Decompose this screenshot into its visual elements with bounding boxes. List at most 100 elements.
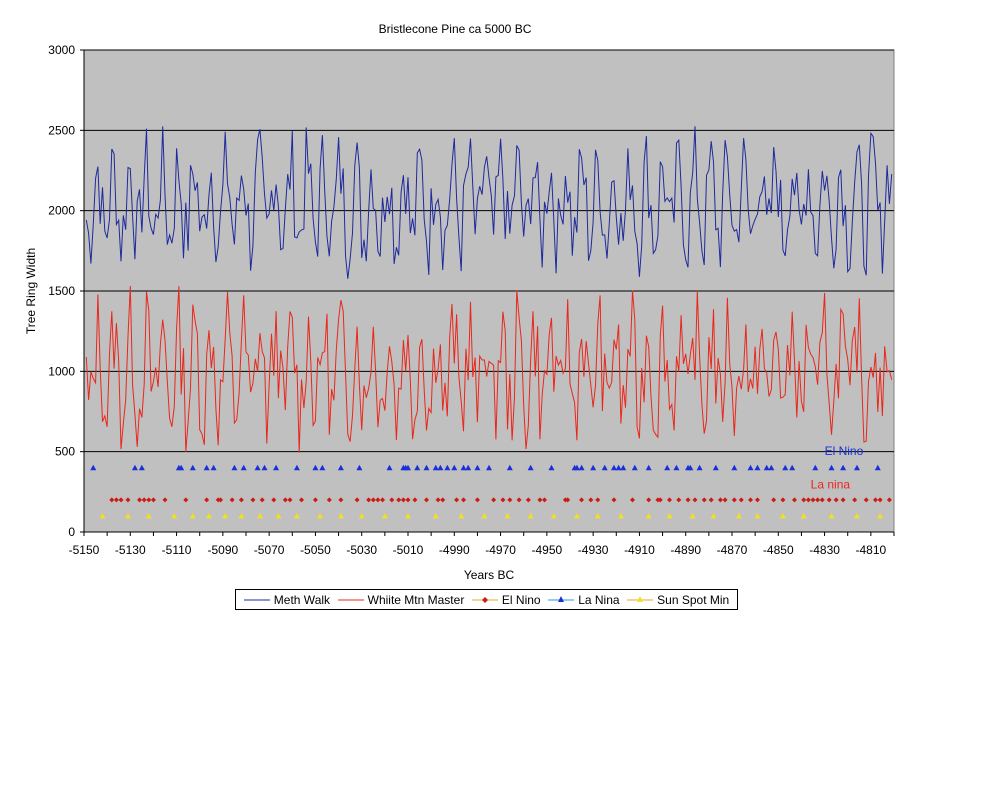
marker-sun-spot-min bbox=[238, 512, 245, 519]
marker-la-nina bbox=[131, 464, 138, 471]
marker-la-nina bbox=[210, 464, 217, 471]
marker-sun-spot-min bbox=[293, 512, 300, 519]
marker-la-nina bbox=[254, 464, 261, 471]
marker-el-nino bbox=[109, 497, 115, 503]
marker-el-nino bbox=[657, 497, 663, 503]
marker-el-nino bbox=[833, 497, 839, 503]
marker-el-nino bbox=[400, 497, 406, 503]
marker-la-nina bbox=[437, 464, 444, 471]
marker-el-nino bbox=[819, 497, 825, 503]
legend-item: Whiite Mtn Master bbox=[337, 592, 465, 607]
marker-la-nina bbox=[812, 464, 819, 471]
marker-el-nino bbox=[805, 497, 811, 503]
x-tick-label: -4990 bbox=[439, 543, 470, 557]
marker-sun-spot-min bbox=[735, 512, 742, 519]
legend-label: Whiite Mtn Master bbox=[367, 592, 465, 607]
marker-sun-spot-min bbox=[594, 512, 601, 519]
marker-el-nino bbox=[579, 497, 585, 503]
marker-la-nina bbox=[578, 464, 585, 471]
legend-label: Sun Spot Min bbox=[657, 592, 730, 607]
marker-la-nina bbox=[203, 464, 210, 471]
marker-sun-spot-min bbox=[432, 512, 439, 519]
marker-sun-spot-min bbox=[828, 512, 835, 519]
marker-el-nino bbox=[685, 497, 691, 503]
marker-sun-spot-min bbox=[317, 512, 324, 519]
marker-sun-spot-min bbox=[617, 512, 624, 519]
x-tick-label: -5070 bbox=[254, 543, 285, 557]
marker-sun-spot-min bbox=[853, 512, 860, 519]
marker-el-nino bbox=[701, 497, 707, 503]
marker-la-nina bbox=[590, 464, 597, 471]
annotation-label: El Nino bbox=[825, 444, 864, 458]
legend-swatch bbox=[548, 595, 575, 602]
marker-la-nina bbox=[261, 464, 268, 471]
marker-sun-spot-min bbox=[189, 512, 196, 519]
marker-el-nino bbox=[229, 497, 235, 503]
marker-el-nino bbox=[872, 497, 878, 503]
marker-la-nina bbox=[789, 464, 796, 471]
marker-el-nino bbox=[389, 497, 395, 503]
x-tick-label: -4850 bbox=[763, 543, 794, 557]
marker-sun-spot-min bbox=[689, 512, 696, 519]
marker-la-nina bbox=[840, 464, 847, 471]
marker-sun-spot-min bbox=[145, 512, 152, 519]
marker-el-nino bbox=[137, 497, 143, 503]
marker-el-nino bbox=[238, 497, 244, 503]
marker-la-nina bbox=[610, 464, 617, 471]
marker-el-nino bbox=[162, 497, 168, 503]
series-line-whiite-mtn-master bbox=[85, 285, 893, 453]
marker-el-nino bbox=[259, 497, 265, 503]
marker-el-nino bbox=[338, 497, 344, 503]
marker-el-nino bbox=[440, 497, 446, 503]
marker-sun-spot-min bbox=[124, 512, 131, 519]
marker-el-nino bbox=[312, 497, 318, 503]
marker-sun-spot-min bbox=[275, 512, 282, 519]
marker-el-nino bbox=[500, 497, 506, 503]
marker-sun-spot-min bbox=[527, 512, 534, 519]
marker-la-nina bbox=[853, 464, 860, 471]
marker-la-nina bbox=[312, 464, 319, 471]
x-tick-label: -5150 bbox=[69, 543, 100, 557]
marker-la-nina bbox=[573, 464, 580, 471]
marker-la-nina bbox=[189, 464, 196, 471]
marker-el-nino bbox=[380, 497, 386, 503]
legend-label: Meth Walk bbox=[273, 592, 331, 607]
marker-el-nino bbox=[118, 497, 124, 503]
marker-sun-spot-min bbox=[481, 512, 488, 519]
legend-swatch bbox=[337, 599, 364, 600]
x-axis-label: Years BC bbox=[464, 568, 515, 582]
marker-el-nino bbox=[491, 497, 497, 503]
marker-sun-spot-min bbox=[358, 512, 365, 519]
marker-el-nino bbox=[810, 497, 816, 503]
x-tick-label: -5110 bbox=[162, 543, 192, 557]
marker-el-nino bbox=[396, 497, 402, 503]
marker-el-nino bbox=[250, 497, 256, 503]
marker-la-nina bbox=[293, 464, 300, 471]
marker-el-nino bbox=[748, 497, 754, 503]
marker-el-nino bbox=[731, 497, 737, 503]
marker-el-nino bbox=[791, 497, 797, 503]
marker-sun-spot-min bbox=[779, 512, 786, 519]
marker-el-nino bbox=[412, 497, 418, 503]
marker-el-nino bbox=[424, 497, 430, 503]
marker-el-nino bbox=[375, 497, 381, 503]
marker-sun-spot-min bbox=[205, 512, 212, 519]
marker-el-nino bbox=[629, 497, 635, 503]
marker-la-nina bbox=[664, 464, 671, 471]
marker-la-nina bbox=[337, 464, 344, 471]
marker-el-nino bbox=[852, 497, 858, 503]
legend-swatch bbox=[243, 599, 270, 600]
marker-la-nina bbox=[432, 464, 439, 471]
y-axis-label: Tree Ring Width bbox=[24, 248, 38, 334]
y-tick-label: 2500 bbox=[48, 123, 75, 137]
x-tick-label: -4870 bbox=[717, 543, 748, 557]
marker-sun-spot-min bbox=[877, 512, 884, 519]
marker-la-nina bbox=[731, 464, 738, 471]
marker-el-nino bbox=[667, 497, 673, 503]
chart-title: Bristlecone Pine ca 5000 BC bbox=[379, 22, 532, 36]
legend-label: El Nino bbox=[501, 592, 541, 607]
marker-la-nina bbox=[631, 464, 638, 471]
marker-la-nina bbox=[506, 464, 513, 471]
marker-el-nino bbox=[780, 497, 786, 503]
marker-el-nino bbox=[588, 497, 594, 503]
